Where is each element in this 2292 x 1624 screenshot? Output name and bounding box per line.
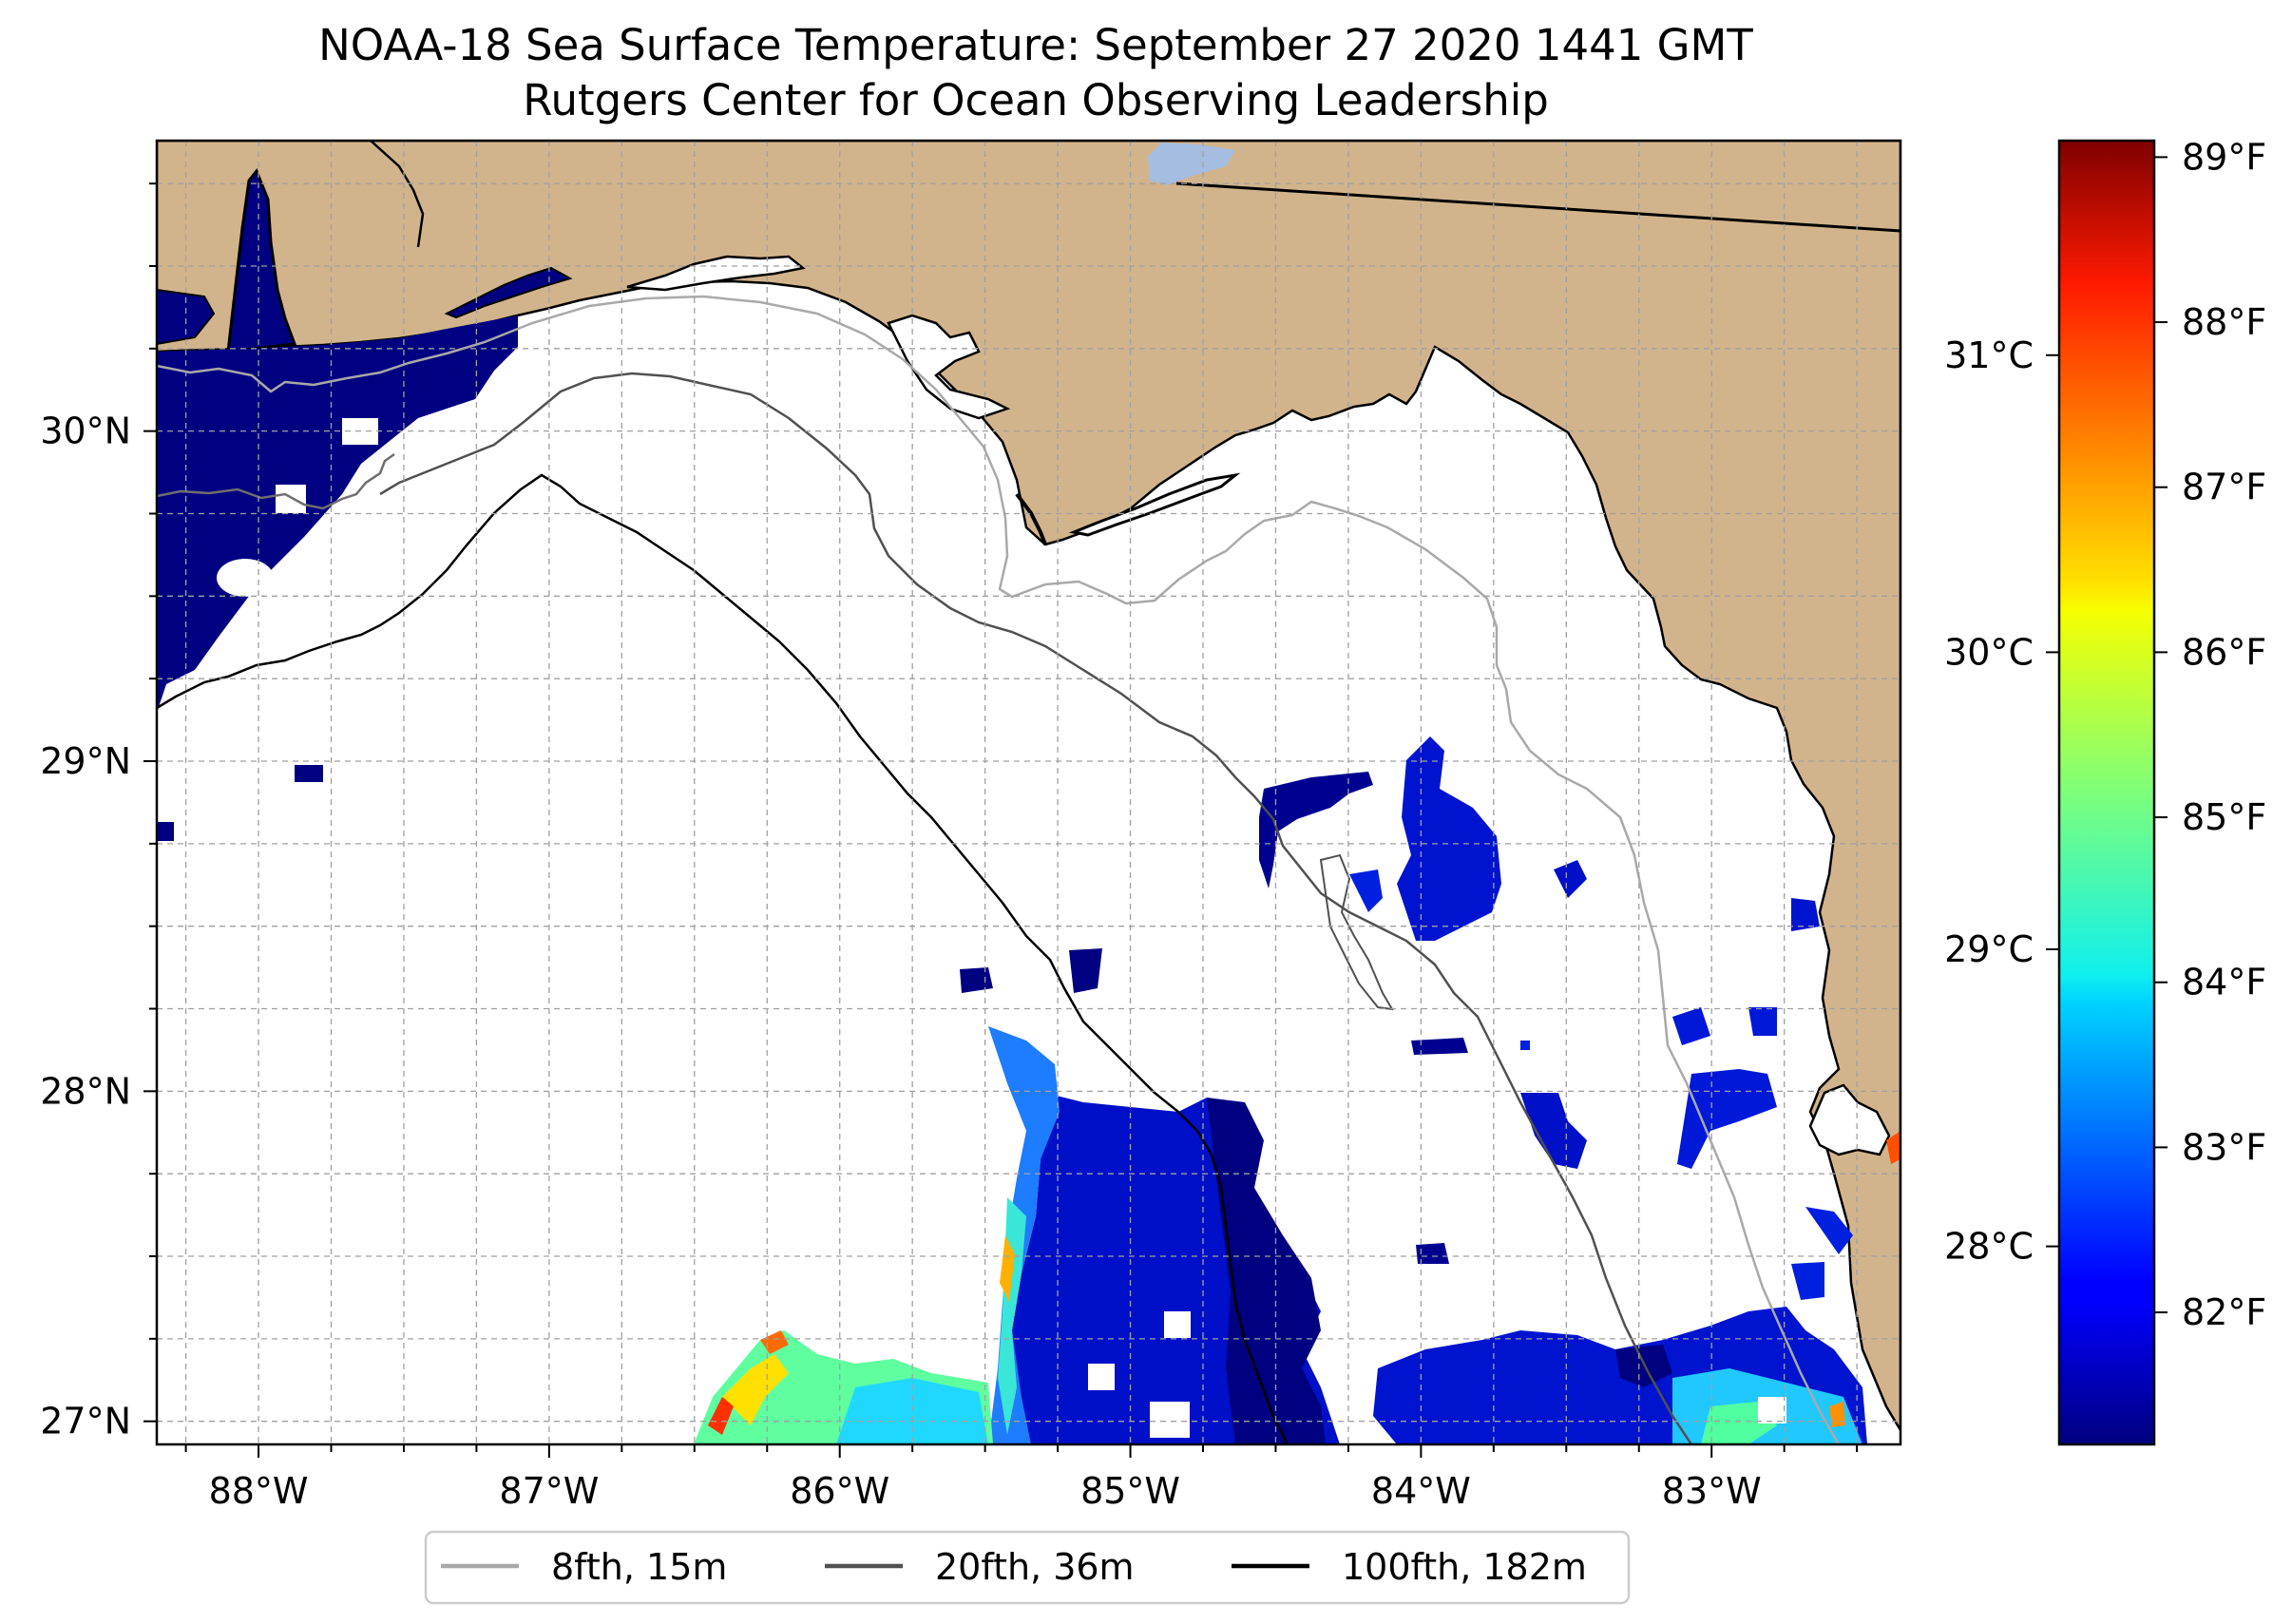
f-tick-label: 82°F [2182, 1291, 2266, 1333]
perdido-bay [157, 288, 216, 346]
lat-tick-label: 28°N [40, 1070, 131, 1112]
contour-8fth-west [157, 452, 395, 510]
c-tick-label: 30°C [1944, 631, 2034, 673]
colorbar-gradient [2057, 139, 2156, 1446]
colorbar: 28°C 29°C 30°C 31°C 82°F 83°F 84°F 85°F 86°F 87°… [1944, 136, 2266, 1446]
lon-tick-label: 83°W [1662, 1470, 1762, 1512]
contour-100fth [157, 473, 1289, 1444]
map-frame [155, 139, 1902, 1446]
legend-box [424, 1530, 1631, 1605]
f-tick-label: 89°F [2182, 136, 2266, 178]
f-tick-label: 87°F [2182, 467, 2266, 508]
lon-tick-label: 87°W [499, 1470, 599, 1512]
lat-tick-label: 29°N [40, 740, 131, 782]
c-tick-label: 28°C [1944, 1226, 2034, 1268]
map-title: NOAA-18 Sea Surface Temperature: Septemb… [318, 20, 1753, 70]
longitude-axis: 88°W 87°W 86°W 85°W 84°W 83°W [184, 1444, 1859, 1512]
f-tick-label: 86°F [2182, 631, 2266, 673]
lon-tick-label: 85°W [1080, 1470, 1180, 1512]
pensacola-bay [444, 266, 573, 319]
st-andrews-bay [887, 314, 1011, 420]
latitude-axis: 27°N 28°N 29°N 30°N [40, 182, 157, 1442]
f-tick-label: 88°F [2182, 301, 2266, 343]
legend: 8fth, 15m 20fth, 36m 100fth, 182m [424, 1530, 1631, 1605]
legend-label-8fth: 8fth, 15m [551, 1546, 727, 1588]
mobile-bay [226, 168, 297, 353]
legend-label-20fth: 20fth, 36m [935, 1546, 1135, 1588]
lon-tick-label: 88°W [209, 1470, 309, 1512]
f-tick-label: 84°F [2182, 962, 2266, 1003]
contour-20fth [379, 372, 1693, 1444]
choctawhatchee-bay [626, 255, 806, 292]
contour-8fth [157, 295, 1841, 1444]
state-border [1175, 182, 1900, 233]
colorbar-fahrenheit-axis: 82°F 83°F 84°F 85°F 86°F 87°F 88°F 89°F [2154, 136, 2266, 1333]
map-area: 88°W 87°W 86°W 85°W 84°W 83°W 27°N 28°N 29°N 30°… [40, 139, 1902, 1512]
f-tick-label: 83°F [2182, 1126, 2266, 1168]
tampa-bay [1808, 1083, 1891, 1156]
legend-label-100fth: 100fth, 182m [1342, 1546, 1587, 1588]
sst-data [157, 315, 1900, 1444]
lat-tick-label: 30°N [40, 411, 131, 452]
state-border-west [370, 141, 425, 248]
gridlines [157, 141, 1900, 1444]
lon-tick-label: 84°W [1371, 1470, 1471, 1512]
c-tick-label: 31°C [1944, 334, 2034, 376]
f-tick-label: 85°F [2182, 796, 2266, 838]
lon-tick-label: 86°W [790, 1470, 889, 1512]
barrier-island [1015, 492, 1047, 545]
c-tick-label: 29°C [1944, 928, 2034, 970]
lake [1148, 143, 1235, 185]
map-subtitle: Rutgers Center for Ocean Observing Leade… [523, 75, 1549, 125]
lat-tick-label: 27°N [40, 1401, 131, 1442]
colorbar-celsius-axis: 28°C 29°C 30°C 31°C [1944, 334, 2059, 1268]
